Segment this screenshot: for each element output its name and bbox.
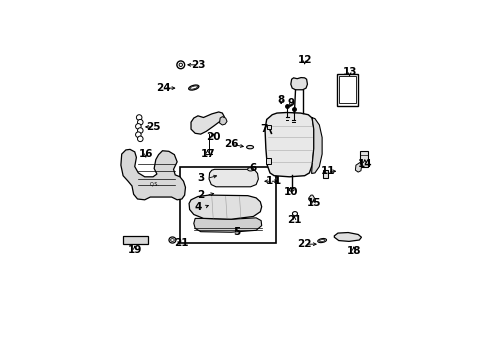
Text: 12: 12 [297, 55, 311, 66]
Ellipse shape [188, 85, 199, 90]
Polygon shape [355, 162, 361, 172]
Text: 23: 23 [190, 60, 205, 70]
Ellipse shape [170, 239, 174, 242]
Text: 18: 18 [346, 246, 360, 256]
Circle shape [137, 128, 143, 133]
Polygon shape [189, 195, 261, 219]
Ellipse shape [247, 168, 253, 171]
Text: 22: 22 [297, 239, 311, 249]
Bar [336, 74, 357, 105]
Text: 26: 26 [224, 139, 239, 149]
Text: 15: 15 [306, 198, 321, 208]
Circle shape [177, 61, 184, 69]
Text: Q.S.: Q.S. [150, 181, 160, 186]
Polygon shape [193, 218, 261, 232]
Bar [265, 158, 271, 164]
Bar [338, 76, 355, 103]
Polygon shape [311, 117, 322, 174]
Text: 7: 7 [260, 123, 267, 134]
Text: 1: 1 [265, 176, 272, 186]
Circle shape [136, 115, 142, 120]
Circle shape [135, 123, 141, 129]
Ellipse shape [317, 239, 326, 243]
Text: 21: 21 [174, 238, 188, 248]
Text: 6: 6 [249, 163, 257, 173]
Ellipse shape [292, 212, 297, 216]
Text: 4: 4 [194, 202, 202, 212]
Text: 9: 9 [286, 98, 294, 108]
Bar [180, 167, 275, 243]
Circle shape [137, 120, 143, 125]
Text: 11: 11 [320, 166, 334, 176]
Ellipse shape [288, 188, 293, 191]
Bar [359, 151, 367, 167]
Text: 19: 19 [127, 245, 142, 255]
Text: 8: 8 [277, 95, 284, 105]
Polygon shape [121, 149, 185, 200]
Text: 2: 2 [197, 190, 204, 200]
Bar [266, 125, 270, 129]
Text: 25: 25 [145, 122, 160, 132]
Bar [322, 170, 327, 178]
Text: 14: 14 [357, 159, 371, 169]
Polygon shape [290, 77, 307, 90]
Text: 16: 16 [138, 149, 153, 158]
Polygon shape [208, 169, 258, 187]
Bar [122, 236, 148, 244]
Polygon shape [264, 112, 313, 177]
Text: 21: 21 [286, 215, 301, 225]
Ellipse shape [319, 239, 324, 242]
Text: 17: 17 [200, 149, 215, 158]
Text: 13: 13 [342, 67, 356, 77]
Circle shape [137, 136, 143, 141]
Text: 10: 10 [283, 186, 298, 197]
Polygon shape [219, 117, 226, 125]
Circle shape [135, 132, 141, 138]
Text: 3: 3 [197, 174, 204, 184]
Circle shape [179, 63, 182, 67]
Polygon shape [334, 233, 361, 242]
Text: 1: 1 [274, 176, 281, 186]
Ellipse shape [169, 237, 176, 243]
Text: 5: 5 [233, 227, 240, 237]
Polygon shape [308, 195, 314, 202]
Polygon shape [191, 112, 224, 134]
Ellipse shape [246, 145, 253, 149]
Ellipse shape [190, 86, 197, 89]
Text: 24: 24 [156, 83, 170, 93]
Text: 20: 20 [205, 132, 220, 143]
